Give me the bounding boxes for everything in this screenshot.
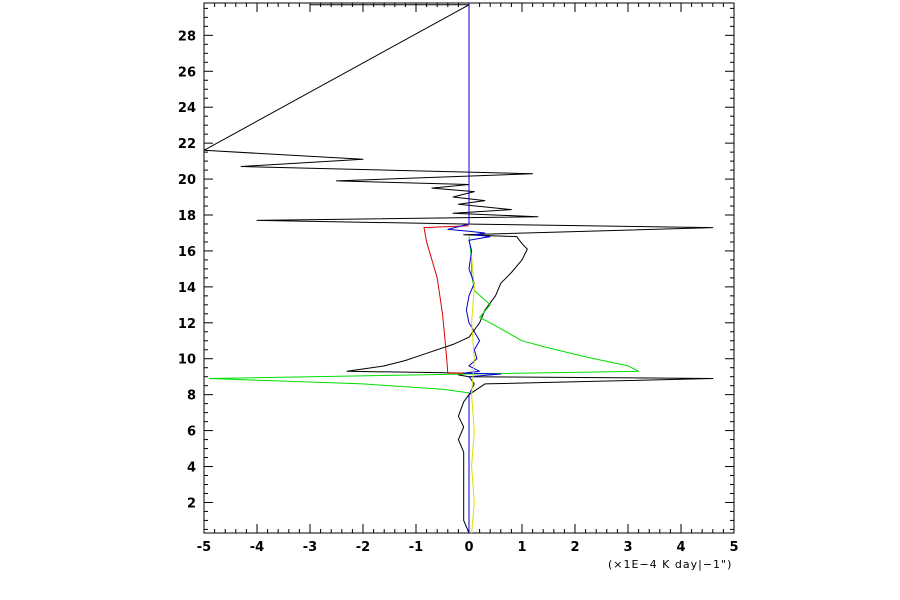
series-line-4	[447, 3, 502, 533]
x-tick-label: -1	[409, 540, 423, 555]
y-tick-label: 22	[178, 137, 196, 152]
x-tick-label: -2	[356, 540, 370, 555]
y-tick-label: 12	[178, 317, 196, 332]
series-layer	[203, 2, 714, 534]
x-tick-label: -3	[303, 540, 317, 555]
y-tick-label: 18	[178, 209, 196, 224]
y-tick-label: 24	[178, 101, 196, 116]
y-tick-label: 16	[178, 245, 196, 260]
series-line-3	[423, 225, 470, 374]
x-tick-label: 0	[464, 540, 473, 555]
y-tick-label: 14	[178, 281, 196, 296]
x-tick-labels: -5 -4 -3 -2 -1 0 1 2 3 4 5	[197, 540, 739, 555]
y-tick-label: 2	[187, 496, 196, 511]
x-tick-label: 4	[676, 540, 685, 555]
x-tick-label: -4	[250, 540, 264, 555]
major-ticks	[203, 3, 735, 533]
y-tick-label: 28	[178, 29, 196, 44]
x-tick-label: 3	[623, 540, 632, 555]
series-line-2	[208, 236, 640, 394]
x-tick-label: 2	[570, 540, 579, 555]
y-tick-label: 10	[178, 353, 196, 368]
y-tick-label: 8	[187, 389, 196, 404]
series-line-1	[203, 2, 714, 534]
x-axis-unit-label: (×1E−4 K day|−1")	[608, 558, 732, 571]
x-tick-label: 1	[517, 540, 526, 555]
x-tick-label: -5	[197, 540, 211, 555]
y-tick-label: 20	[178, 173, 196, 188]
y-tick-label: 4	[187, 461, 196, 476]
y-tick-label: 26	[178, 65, 196, 80]
x-tick-label: 5	[729, 540, 738, 555]
y-tick-label: 6	[187, 425, 196, 440]
series-line-5	[471, 256, 475, 534]
